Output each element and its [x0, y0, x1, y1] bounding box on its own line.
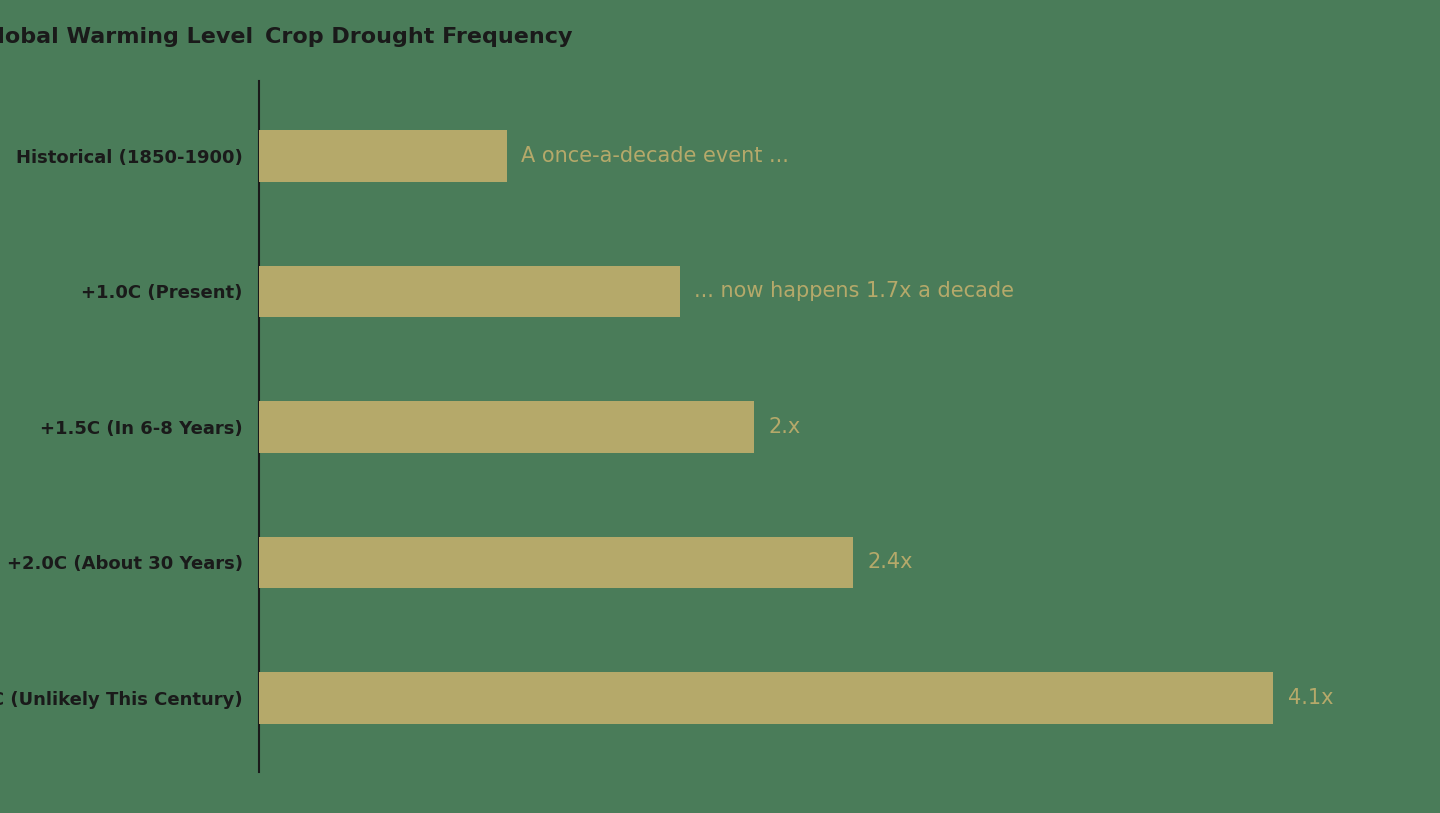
Text: Crop Drought Frequency: Crop Drought Frequency	[265, 27, 572, 46]
Text: A once-a-decade event ...: A once-a-decade event ...	[521, 146, 789, 166]
Text: Global Warming Level: Global Warming Level	[0, 27, 253, 46]
Text: 2.4x: 2.4x	[867, 552, 913, 572]
Bar	[259, 266, 680, 317]
Text: ... now happens 1.7x a decade: ... now happens 1.7x a decade	[694, 281, 1014, 302]
Text: 2.x: 2.x	[769, 417, 801, 437]
Bar	[259, 130, 507, 181]
Text: 4.1x: 4.1x	[1287, 688, 1333, 708]
Bar	[259, 537, 852, 588]
Bar	[259, 401, 753, 453]
Bar	[259, 672, 1273, 724]
